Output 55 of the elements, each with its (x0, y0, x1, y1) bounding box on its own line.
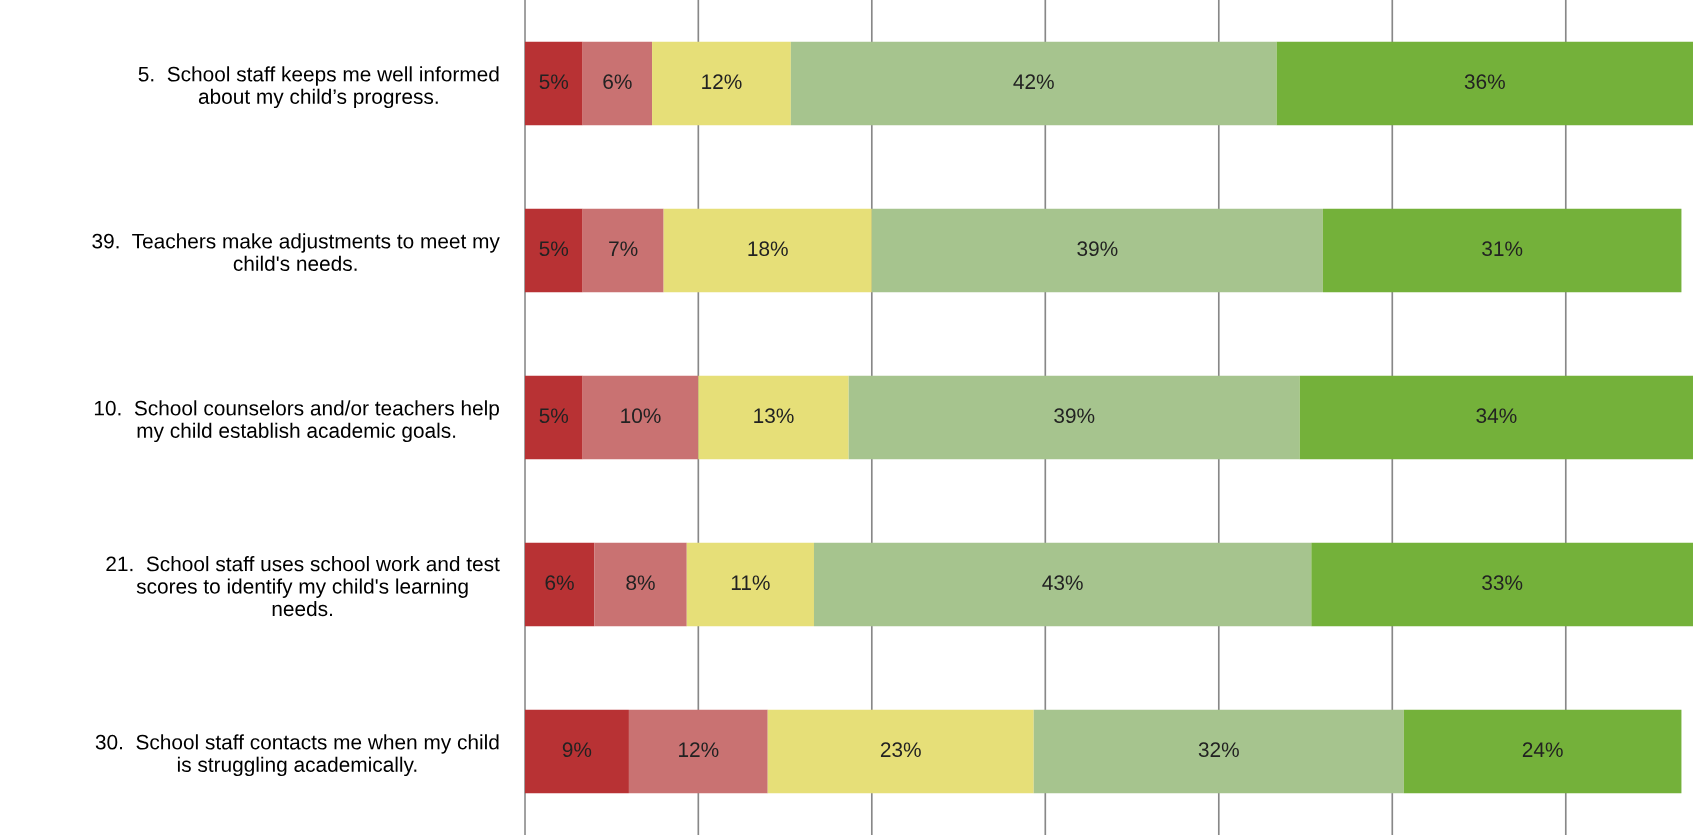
bar (813, 542, 1312, 627)
data-label: 24% (1522, 742, 1563, 758)
data-label: 32% (1198, 742, 1239, 758)
bar (652, 41, 791, 126)
bar (1403, 709, 1682, 794)
data-label: 12% (702, 74, 742, 90)
data-label: 13% (754, 408, 794, 424)
y-tick-label: 39. Teachers make adjustments to meet my child's needs. (92, 233, 500, 271)
bar (686, 542, 814, 627)
y-tick-label: 30. School staff contacts me when my child is struggling academically. (95, 734, 499, 777)
bar (767, 709, 1034, 794)
y-tick-label: 10. School counselors and/or teachers help my child establish academic goals. (94, 400, 499, 443)
bar (524, 41, 583, 126)
data-label: 33% (1482, 575, 1523, 591)
bar (698, 375, 849, 460)
bar (628, 709, 768, 794)
data-label: 36% (1464, 74, 1505, 90)
bar (663, 208, 872, 293)
data-label: 5% (539, 74, 569, 90)
data-label: 12% (679, 742, 719, 758)
y-tick-label: 5. School staff keeps me well informed about my child’s progress. (138, 66, 499, 109)
bar (582, 208, 664, 293)
data-label: 6% (545, 575, 574, 591)
data-label: 6% (603, 74, 632, 90)
data-label: 34% (1476, 408, 1517, 424)
data-label: 18% (748, 241, 788, 257)
bar (582, 41, 653, 126)
data-label: 10% (621, 408, 661, 424)
data-label: 8% (626, 575, 655, 591)
bar (1033, 709, 1404, 794)
bar (1311, 542, 1693, 627)
data-label: 7% (609, 241, 638, 257)
bar (524, 542, 595, 627)
bar (594, 542, 687, 627)
bar (1276, 41, 1693, 126)
data-label: 43% (1042, 575, 1083, 591)
bar (1322, 208, 1682, 293)
data-label: 5% (539, 241, 569, 257)
data-label: 11% (731, 575, 770, 591)
data-label: 9% (562, 742, 592, 758)
bar (582, 375, 699, 460)
bar (848, 375, 1300, 460)
y-tick-label: 21. School staff uses school work and test scores to identify my child's learning needs. (106, 556, 500, 617)
data-label: 39% (1054, 408, 1095, 424)
bar (1299, 375, 1693, 460)
bar (790, 41, 1277, 126)
bar (524, 375, 583, 460)
bar (871, 208, 1323, 293)
bar (524, 208, 583, 293)
data-label: 5% (539, 408, 569, 424)
data-label: 23% (880, 742, 921, 758)
data-label: 39% (1077, 241, 1118, 257)
bar (524, 709, 629, 794)
data-label: 42% (1013, 74, 1054, 90)
data-label: 31% (1482, 241, 1523, 257)
